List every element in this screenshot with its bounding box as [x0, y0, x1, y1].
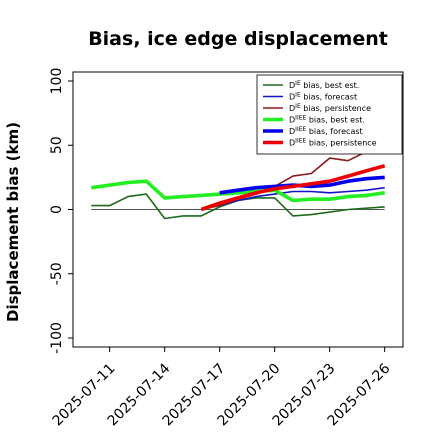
legend: DIE bias, best est. DIE bias, forecastDIE…	[256, 74, 403, 155]
chart-title: Bias, ice edge displacement	[88, 28, 388, 50]
legend-label: DIIEE bias, forecast	[289, 126, 363, 136]
plot-area	[72, 71, 404, 348]
legend-label: DIIEE bias, best est.	[289, 115, 365, 125]
legend-label: DIE bias, forecast	[289, 92, 357, 102]
series-line-4	[91, 179, 385, 203]
series-line-2	[219, 186, 385, 207]
y-tick-label: -100	[49, 322, 65, 354]
legend-label: DIIEE bias, persistence	[289, 138, 377, 148]
series-lines	[91, 141, 386, 220]
legend-label: DIE bias, persistence	[289, 103, 371, 113]
legend-label: DIE bias, best est.	[289, 80, 359, 90]
y-tick-label: 50	[49, 136, 65, 154]
y-axis-label: Displacement bias (km)	[4, 122, 22, 322]
y-tick-label: 100	[49, 68, 65, 95]
y-tick-label: 0	[49, 205, 65, 214]
series-line-6	[200, 164, 386, 212]
y-tick-label: -50	[49, 262, 65, 285]
